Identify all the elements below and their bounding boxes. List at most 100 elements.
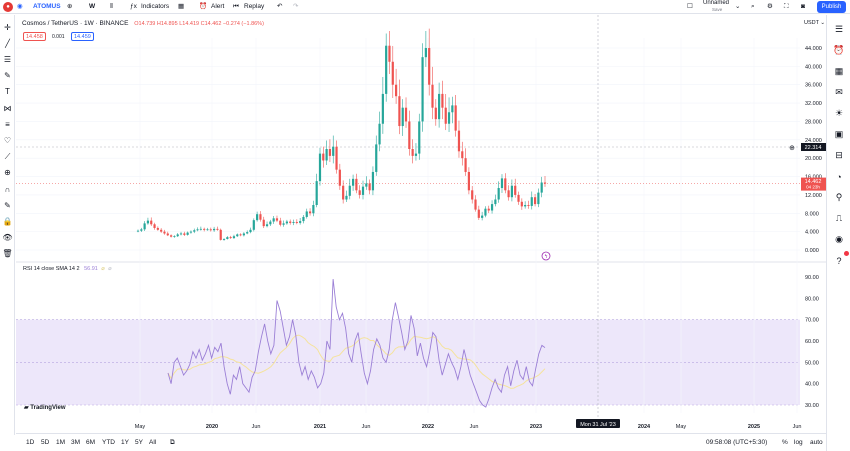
indicators-icon[interactable]: ƒx	[130, 3, 137, 10]
alert-button[interactable]: Alert	[211, 3, 225, 10]
symbol-name[interactable]: ATOMUS	[33, 3, 61, 10]
heart-icon[interactable]: ♡	[3, 135, 12, 145]
eye-icon[interactable]: 👁	[2, 233, 13, 243]
range-3m[interactable]: 3M	[71, 439, 81, 446]
crosshair-icon[interactable]: ✛	[4, 22, 11, 32]
candle-body	[232, 236, 236, 239]
search-icon[interactable]: ⌕	[751, 3, 755, 10]
ruler-icon[interactable]: ≡	[5, 119, 10, 129]
candle-body	[299, 221, 302, 223]
candle-body	[203, 228, 206, 230]
undo-icon[interactable]: ↶	[277, 3, 283, 10]
auto-toggle[interactable]: auto	[810, 439, 823, 446]
range-ytd[interactable]: YTD	[102, 439, 115, 446]
symbol-title[interactable]: Cosmos / TetherUS · 1W · BINANCE	[22, 20, 129, 27]
candle-body	[497, 188, 500, 200]
signal-icon[interactable]: ◉	[835, 234, 843, 244]
range-1y[interactable]: 1Y	[121, 439, 129, 446]
alerts-icon[interactable]: ⏰	[833, 45, 845, 55]
publish-button[interactable]: Publish	[817, 1, 846, 13]
chart-grid	[16, 15, 826, 418]
news-icon[interactable]: ⊟	[835, 150, 843, 160]
candle-body	[249, 229, 252, 233]
price-tick-label: 36.000	[805, 83, 822, 89]
candle-body	[484, 208, 487, 216]
range-1d[interactable]: 1D	[26, 439, 35, 446]
candle-body	[150, 220, 153, 225]
range-1m[interactable]: 1M	[56, 439, 66, 446]
candle-body	[477, 209, 480, 218]
candle-body	[355, 178, 358, 191]
chat-icon[interactable]: ✉	[835, 87, 843, 97]
log-toggle[interactable]: log	[794, 439, 803, 446]
time-tick-label: 2024	[638, 424, 651, 430]
redo-icon[interactable]: ↷	[293, 3, 299, 10]
candle-body	[381, 93, 384, 124]
indicators-button[interactable]: Indicators	[141, 3, 170, 10]
screener-icon[interactable]: ⎍	[835, 213, 843, 223]
rsi-title[interactable]: RSI 14 close SMA 14 2	[23, 266, 80, 272]
lock-drawing-icon[interactable]: ✎	[4, 200, 11, 210]
candle-body	[312, 205, 315, 214]
sell-price-button[interactable]: 14.458	[23, 32, 46, 41]
camera-icon[interactable]: ◙	[801, 3, 805, 10]
chart-type-icon[interactable]: ⦀	[110, 3, 113, 10]
range-all[interactable]: All	[149, 439, 157, 446]
candle-body	[421, 57, 424, 122]
object-tree-icon[interactable]: ▦	[834, 66, 844, 76]
layout-icon[interactable]: ☐	[687, 3, 693, 10]
ideas-icon[interactable]: ☀	[834, 108, 844, 118]
avatar[interactable]: ●	[3, 2, 13, 12]
hotlist-icon[interactable]: ⚲	[835, 192, 843, 202]
candle-body	[332, 146, 335, 156]
notifications-icon[interactable]: ◔	[836, 171, 842, 182]
trendline-icon[interactable]: ╱	[5, 38, 10, 48]
candle-body	[408, 121, 411, 149]
replay-button[interactable]: Replay	[244, 3, 265, 10]
percent-toggle[interactable]: %	[782, 439, 788, 446]
range-5y[interactable]: 5Y	[135, 439, 143, 446]
interval-button[interactable]: W	[89, 3, 96, 10]
candle-body	[424, 48, 427, 58]
candle-body	[520, 201, 523, 207]
layout-name[interactable]: Unnamed	[703, 0, 730, 6]
candle-body	[490, 204, 494, 211]
rsi-tick-label: 40.00	[805, 382, 819, 388]
compare-icon[interactable]: ⊕	[67, 3, 73, 10]
text-icon[interactable]: T	[5, 87, 10, 97]
help-icon[interactable]: ?	[836, 255, 842, 266]
price-tick-label: 20.000	[805, 156, 822, 162]
trash-icon[interactable]: 🗑	[2, 249, 13, 259]
templates-icon[interactable]: ▦	[178, 3, 185, 10]
symbol-search-icon[interactable]: ◉	[17, 3, 23, 10]
clock-display[interactable]: 09:58:08 (UTC+5:30)	[706, 439, 768, 446]
watchlist-icon[interactable]: ☰	[834, 24, 844, 34]
replay-icon[interactable]: ⏮	[233, 3, 239, 10]
go-to-date-icon[interactable]: ⧉	[170, 439, 175, 446]
lock-icon[interactable]: 🔒	[2, 216, 13, 226]
candle-body	[342, 185, 345, 200]
range-6m[interactable]: 6M	[86, 439, 96, 446]
settings-icon[interactable]: ⚙	[767, 3, 773, 10]
chevron-down-icon[interactable]: ⌄	[735, 3, 741, 10]
buy-price-button[interactable]: 14.459	[71, 32, 94, 41]
measure-icon[interactable]: ⟋	[4, 151, 11, 161]
candle-body	[365, 183, 368, 187]
candle-body	[160, 229, 163, 232]
candle-body	[404, 107, 408, 122]
fib-icon[interactable]: ☰	[3, 54, 12, 64]
zoom-in-icon[interactable]: ⊕	[4, 168, 11, 178]
rsi-sma-line	[167, 334, 546, 389]
candle-body	[461, 151, 464, 159]
fullscreen-icon[interactable]: ⛶	[784, 3, 789, 10]
range-5d[interactable]: 5D	[41, 439, 50, 446]
calendar-icon[interactable]: ▣	[834, 129, 844, 139]
candle-body	[285, 221, 289, 224]
magnet-icon[interactable]: ∩	[4, 184, 11, 194]
time-tick-label: Jun	[793, 424, 802, 430]
brush-icon[interactable]: ✎	[4, 71, 11, 81]
candle-body	[474, 199, 477, 210]
alert-icon[interactable]: ⏰	[199, 3, 208, 10]
pattern-icon[interactable]: ⋈	[3, 103, 12, 113]
